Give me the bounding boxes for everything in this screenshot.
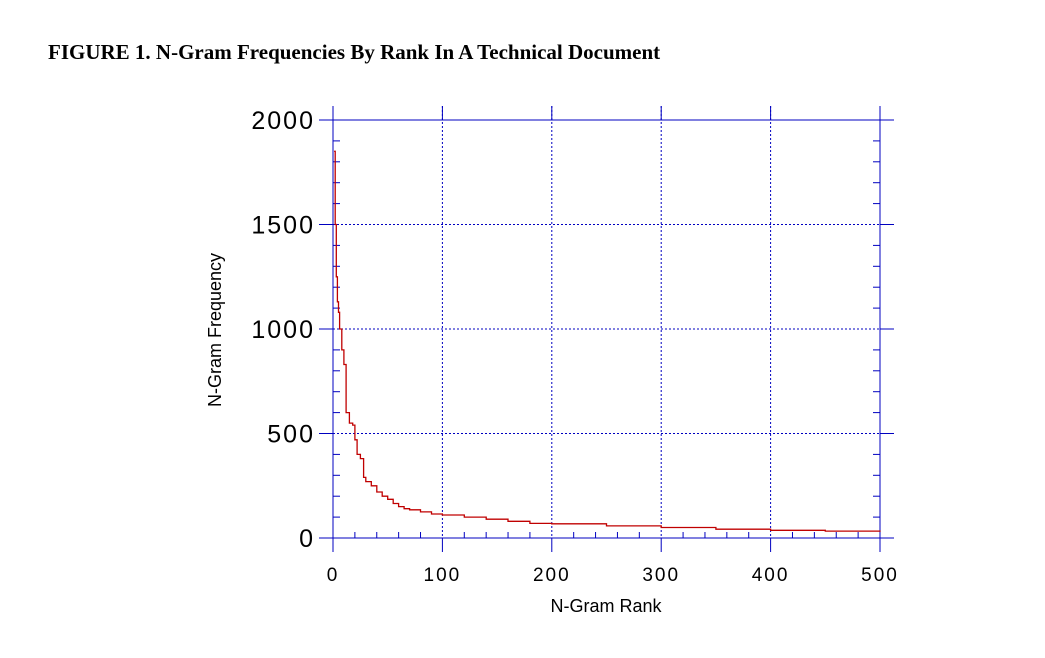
x-tick-label: 200: [533, 565, 571, 586]
y-tick-label: 500: [267, 421, 315, 449]
y-tick-label: 1500: [251, 212, 315, 240]
x-tick-label: 300: [642, 565, 680, 586]
series-layer: [334, 150, 881, 532]
x-tick-label: 400: [752, 565, 790, 586]
y-axis-label: N-Gram Frequency: [205, 253, 225, 407]
figure-title: FIGURE 1. N-Gram Frequencies By Rank In …: [48, 40, 661, 64]
x-tick-label: 0: [327, 565, 340, 586]
x-tick-label: 100: [424, 565, 462, 586]
series-line-0: [334, 150, 881, 532]
y-tick-label: 0: [299, 525, 315, 553]
grid: [333, 106, 894, 538]
axes: [319, 106, 894, 552]
x-axis-label: N-Gram Rank: [550, 596, 662, 616]
tick-labels: 0 500 1000 1500 2000 0 100 200 300 400 500: [251, 107, 899, 586]
y-tick-label: 2000: [251, 107, 315, 135]
x-tick-label: 500: [861, 565, 899, 586]
plot-frame: [332, 119, 881, 539]
y-tick-label: 1000: [251, 316, 315, 344]
